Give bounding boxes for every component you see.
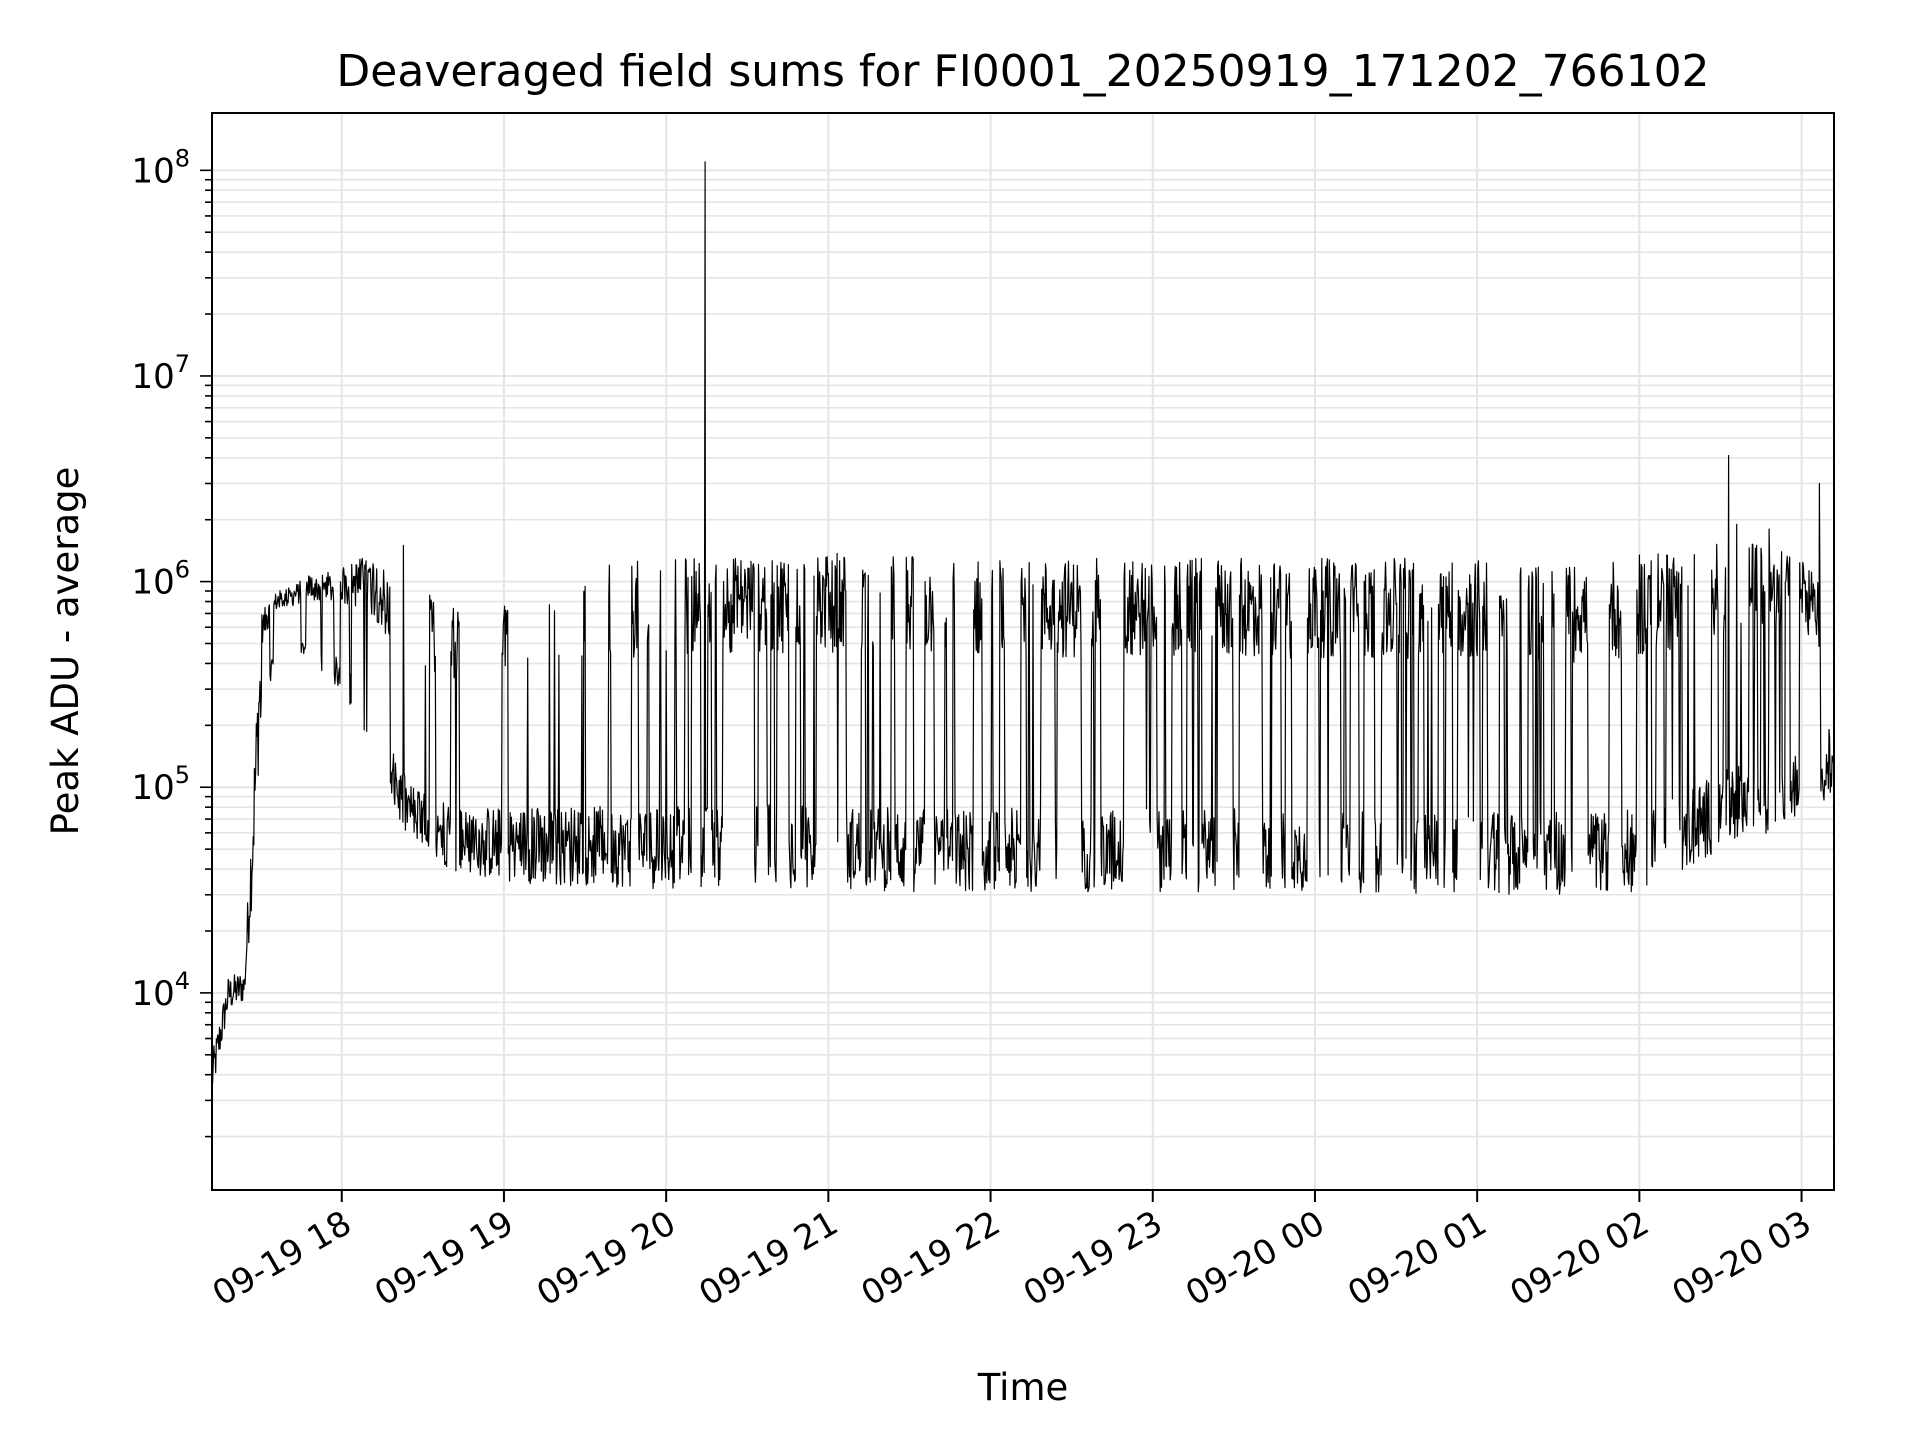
y-tick-exponent: 6 [175, 556, 190, 584]
y-tick-label: 108 [131, 144, 190, 191]
y-tick-base: 10 [131, 768, 174, 808]
y-tick-base: 10 [131, 357, 174, 397]
y-tick-base: 10 [131, 974, 174, 1014]
y-axis-label: Peak ADU - average [44, 467, 87, 836]
y-tick-base: 10 [131, 151, 174, 191]
y-tick-exponent: 4 [175, 967, 190, 995]
plot-frame [211, 112, 1835, 1191]
y-tick-label: 104 [131, 967, 190, 1014]
y-tick-label: 107 [131, 350, 190, 397]
y-tick-exponent: 5 [175, 761, 190, 789]
y-tick-base: 10 [131, 563, 174, 603]
series-line-field-sums [211, 161, 1835, 1084]
y-tick-exponent: 7 [175, 350, 190, 378]
x-axis-label: Time [977, 1366, 1069, 1409]
grid [212, 113, 1834, 1190]
data-series [211, 161, 1835, 1084]
y-tick-label: 105 [131, 761, 190, 808]
chart-title: Deaveraged field sums for FI0001_2025091… [336, 46, 1709, 97]
y-tick-exponent: 8 [175, 144, 190, 172]
y-tick-label: 106 [131, 556, 190, 603]
